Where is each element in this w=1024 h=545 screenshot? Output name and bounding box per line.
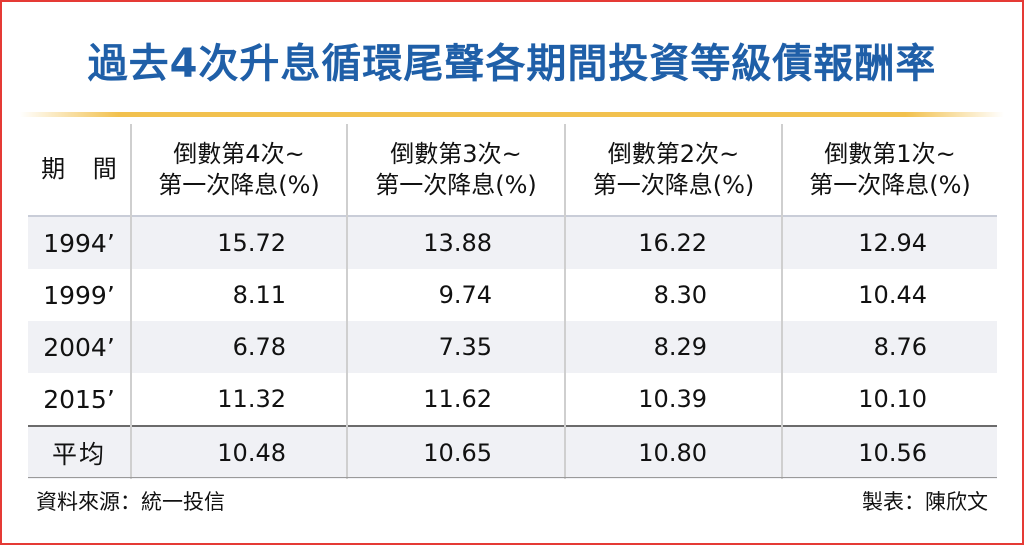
header-col-2-line1: 倒數第3次~: [390, 139, 522, 168]
header-row: 期 間 倒數第4次~ 第一次降息(%) 倒數第3次~ 第一次降息(%) 倒數第2…: [28, 124, 997, 216]
cell-value: 10.80: [564, 425, 782, 479]
header-col-4-line2: 第一次降息(%): [809, 170, 971, 199]
row-period: 平均: [28, 425, 131, 479]
header-col-1: 倒數第4次~ 第一次降息(%): [130, 124, 347, 216]
header-col-3: 倒數第2次~ 第一次降息(%): [564, 124, 782, 216]
cell-value: 10.48: [130, 425, 347, 479]
cell-value: 11.62: [346, 373, 565, 426]
title-underline: [20, 112, 1004, 117]
credit-note: 製表：陳欣文: [862, 490, 988, 514]
table-row: 2015’ 11.32 11.62 10.39 10.10: [28, 373, 997, 426]
row-period: 1999’: [43, 280, 115, 310]
row-period: 2015’: [43, 384, 115, 414]
header-col-1-line1: 倒數第4次~: [173, 139, 305, 168]
header-col-2: 倒數第3次~ 第一次降息(%): [346, 124, 565, 216]
row-period: 2004’: [28, 321, 131, 373]
cell-value: 12.94: [781, 215, 997, 269]
header-col-2-line2: 第一次降息(%): [375, 170, 537, 199]
cell-value: 10.10: [781, 373, 997, 426]
table-bottom-rule: [28, 477, 997, 478]
cell-value: 9.74: [346, 269, 565, 321]
returns-table: 期 間 倒數第4次~ 第一次降息(%) 倒數第3次~ 第一次降息(%) 倒數第2…: [28, 124, 997, 479]
cell-value: 8.29: [564, 321, 782, 373]
source-note: 資料來源：統一投信: [36, 490, 225, 514]
cell-value: 15.72: [130, 215, 347, 269]
cell-value: 10.56: [781, 425, 997, 479]
cell-value: 10.44: [781, 269, 997, 321]
cell-value: 6.78: [130, 321, 347, 373]
table-row: 1999’ 8.11 9.74 8.30 10.44: [28, 269, 997, 321]
cell-value: 8.76: [781, 321, 997, 373]
cell-value: 11.32: [130, 373, 347, 426]
cell-value: 13.88: [346, 215, 565, 269]
cell-value: 8.30: [564, 269, 782, 321]
table-row: 2004’ 6.78 7.35 8.29 8.76: [28, 321, 997, 373]
table-row: 1994’ 15.72 13.88 16.22 12.94: [28, 215, 997, 269]
chart-title: 過去4次升息循環尾聲各期間投資等級債報酬率: [87, 41, 937, 87]
average-row: 平均 10.48 10.65 10.80 10.56: [28, 425, 997, 479]
cell-value: 7.35: [346, 321, 565, 373]
header-col-4: 倒數第1次~ 第一次降息(%): [781, 124, 997, 216]
header-col-3-line2: 第一次降息(%): [592, 170, 755, 199]
header-period: 期 間: [41, 155, 127, 183]
cell-value: 10.65: [346, 425, 565, 479]
header-col-4-line1: 倒數第1次~: [824, 139, 956, 168]
cell-value: 8.11: [130, 269, 347, 321]
cell-value: 10.39: [564, 373, 782, 426]
row-period: 1994’: [28, 215, 131, 269]
header-col-3-line1: 倒數第2次~: [607, 139, 740, 168]
header-col-1-line2: 第一次降息(%): [158, 170, 320, 199]
cell-value: 16.22: [564, 215, 782, 269]
